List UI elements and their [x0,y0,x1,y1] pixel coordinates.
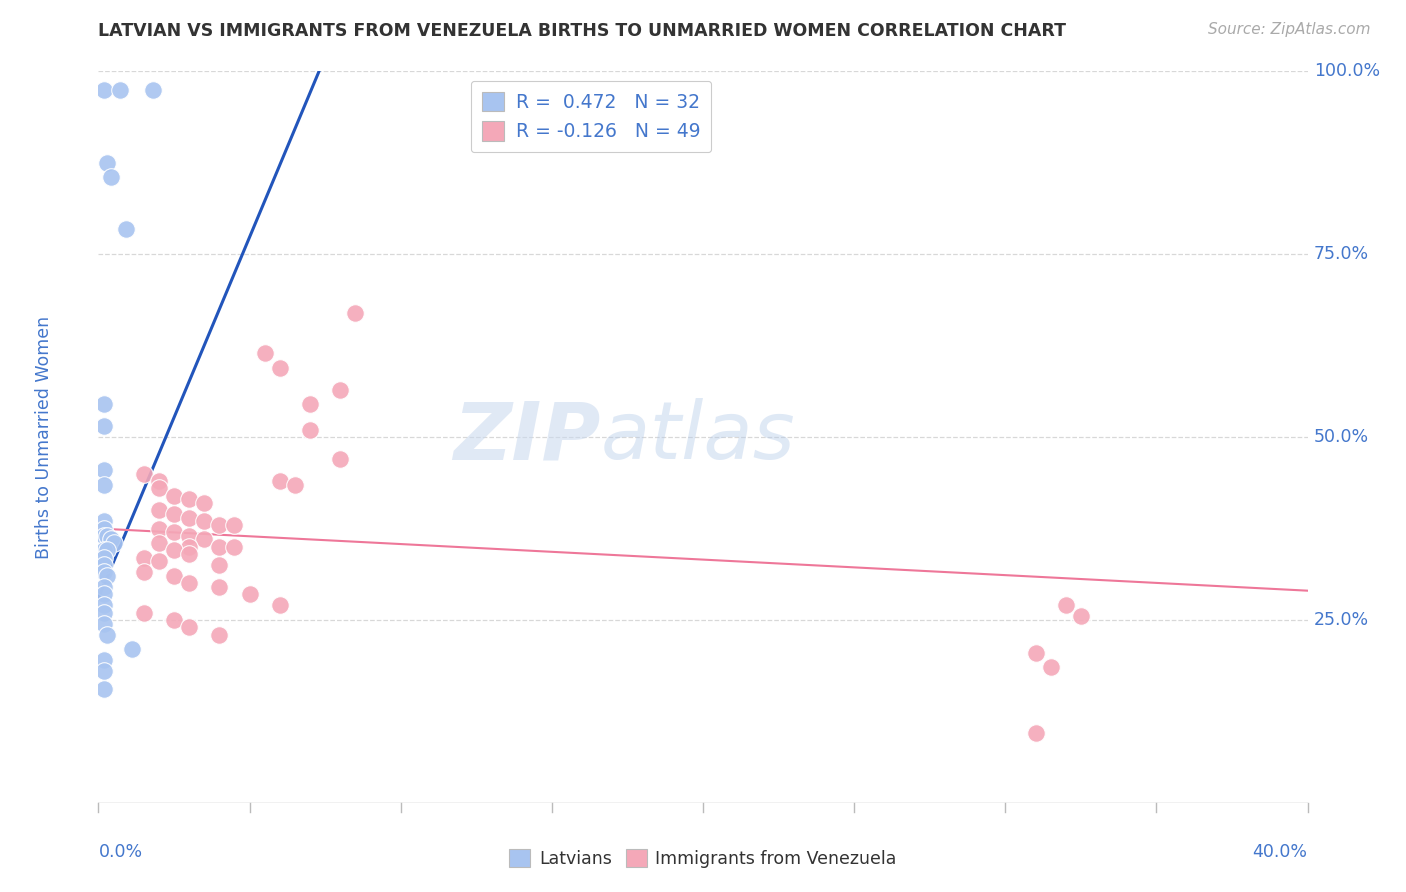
Point [132,606,155,620]
Point [269,599,291,613]
Point [177,620,201,634]
Point [93,514,115,528]
Point [148,554,170,568]
Text: Source: ZipAtlas.com: Source: ZipAtlas.com [1208,22,1371,37]
Point [208,540,231,554]
Point [269,474,291,488]
Point [163,569,186,583]
Point [163,525,186,540]
Point [93,477,115,491]
Point [121,642,143,657]
Point [100,170,122,185]
Text: 0.0%: 0.0% [98,843,142,861]
Point [93,529,115,543]
Point [1024,726,1046,740]
Point [163,489,186,503]
Point [93,521,115,535]
Point [93,580,115,594]
Point [93,566,115,580]
Point [132,550,155,565]
Point [100,533,122,547]
Point [93,397,115,411]
Point [193,533,215,547]
Point [93,682,115,697]
Text: Births to Unmarried Women: Births to Unmarried Women [35,316,53,558]
Point [193,496,215,510]
Point [163,613,186,627]
Text: LATVIAN VS IMMIGRANTS FROM VENEZUELA BIRTHS TO UNMARRIED WOMEN CORRELATION CHART: LATVIAN VS IMMIGRANTS FROM VENEZUELA BIR… [98,22,1066,40]
Point [163,507,186,521]
Point [1054,599,1077,613]
Point [239,587,262,601]
Point [163,543,186,558]
Text: ZIP: ZIP [453,398,600,476]
Point [177,529,201,543]
Point [208,627,231,641]
Point [93,550,115,565]
Point [93,419,115,434]
Point [269,360,291,375]
Point [208,580,231,594]
Point [93,653,115,667]
Point [114,221,136,235]
Point [93,587,115,601]
Point [193,514,215,528]
Point [177,576,201,591]
Point [96,543,118,558]
Text: 50.0%: 50.0% [1313,428,1369,446]
Point [148,521,170,535]
Point [284,477,307,491]
Point [224,540,246,554]
Point [93,83,115,97]
Point [93,463,115,477]
Point [93,664,115,678]
Point [96,529,118,543]
Point [177,540,201,554]
Point [299,397,322,411]
Point [177,547,201,561]
Point [253,346,276,360]
Point [142,83,165,97]
Point [148,536,170,550]
Text: 40.0%: 40.0% [1253,843,1308,861]
Point [96,569,118,583]
Point [224,517,246,532]
Point [329,383,352,397]
Text: 75.0%: 75.0% [1313,245,1369,263]
Point [96,155,118,169]
Point [1070,609,1092,624]
Point [93,606,115,620]
Point [93,558,115,573]
Point [132,467,155,481]
Point [148,474,170,488]
Point [177,492,201,507]
Point [96,627,118,641]
Point [103,536,125,550]
Point [299,423,322,437]
Point [177,510,201,524]
Legend: Latvians, Immigrants from Venezuela: Latvians, Immigrants from Venezuela [502,842,904,874]
Point [148,503,170,517]
Point [132,566,155,580]
Point [108,83,131,97]
Text: 25.0%: 25.0% [1313,611,1369,629]
Point [208,558,231,573]
Text: 100.0%: 100.0% [1313,62,1379,80]
Point [208,517,231,532]
Text: atlas: atlas [600,398,794,476]
Point [93,616,115,631]
Point [1024,646,1046,660]
Point [93,599,115,613]
Point [329,452,352,467]
Point [93,543,115,558]
Point [148,481,170,495]
Point [344,306,367,320]
Point [1039,660,1062,674]
